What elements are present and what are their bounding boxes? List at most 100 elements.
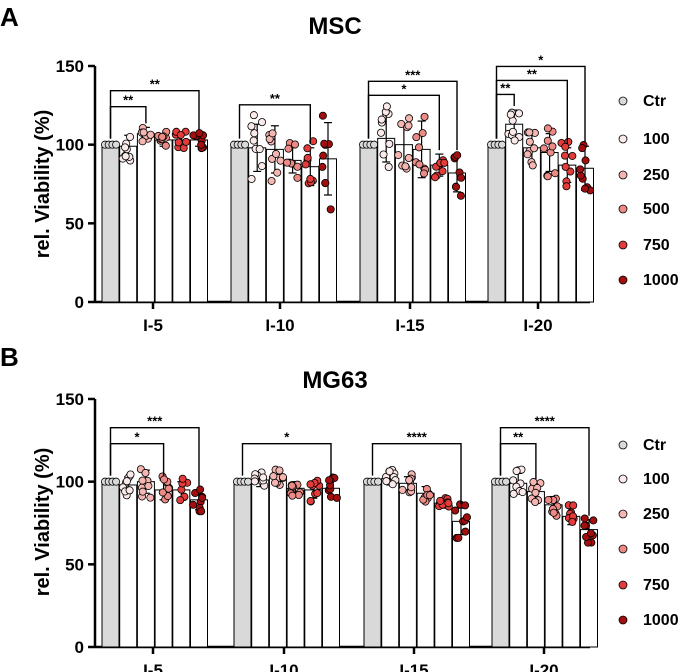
data-point: [275, 466, 284, 475]
bar: [101, 144, 120, 303]
data-point: [321, 178, 330, 187]
data-point: [313, 489, 322, 498]
data-point: [394, 151, 403, 160]
bar: [416, 492, 435, 648]
data-point: [250, 477, 259, 486]
data-point: [384, 162, 393, 171]
legend-marker: [618, 96, 628, 106]
data-point: [303, 153, 312, 162]
data-point: [523, 150, 532, 159]
y-tick-label: 50: [65, 214, 84, 233]
data-point: [462, 513, 471, 522]
legend-marker: [618, 170, 628, 180]
data-point: [509, 489, 518, 498]
legend-label: Ctr: [643, 437, 666, 454]
data-point: [112, 140, 121, 149]
data-point: [121, 143, 130, 152]
data-point: [580, 521, 589, 530]
data-point: [457, 173, 466, 182]
data-point: [425, 491, 434, 500]
data-point: [551, 169, 560, 178]
data-point: [581, 184, 590, 193]
significance-label: *: [135, 430, 141, 445]
data-point: [454, 533, 463, 542]
data-point: [284, 144, 293, 153]
data-point: [272, 149, 281, 158]
data-point: [244, 477, 253, 486]
bar: [233, 481, 252, 648]
x-tick-label: I-20: [529, 661, 558, 672]
legend-marker: [618, 275, 628, 285]
data-point: [415, 160, 424, 169]
legend-marker: [618, 544, 628, 554]
data-point: [440, 158, 449, 167]
data-point: [562, 182, 571, 191]
chart-title: MSC: [308, 13, 361, 40]
data-point: [283, 158, 292, 167]
data-point: [401, 162, 410, 171]
data-point: [278, 473, 287, 482]
data-point: [255, 145, 264, 154]
significance-bracket: [109, 89, 200, 139]
data-point: [288, 491, 297, 500]
data-point: [548, 142, 557, 151]
data-point: [138, 137, 147, 146]
y-tick-label: 150: [56, 390, 84, 409]
bar: [172, 489, 191, 648]
data-point: [452, 182, 461, 191]
data-point: [498, 140, 507, 149]
data-point: [161, 141, 170, 150]
data-point: [197, 507, 206, 516]
data-point: [404, 154, 413, 163]
data-point: [259, 473, 268, 482]
legend-marker: [618, 474, 628, 484]
legend-label: 250: [643, 506, 670, 523]
data-point: [576, 165, 585, 174]
significance-label: **: [500, 80, 511, 95]
data-point: [318, 111, 327, 120]
data-point: [269, 472, 278, 481]
data-point: [543, 124, 552, 133]
y-tick-label: 100: [56, 473, 84, 492]
legend-label: 1000: [643, 272, 679, 289]
data-point: [197, 140, 206, 149]
data-point: [139, 128, 148, 137]
data-point: [303, 144, 312, 153]
data-point: [438, 167, 447, 176]
data-point: [141, 468, 150, 477]
data-point: [528, 161, 537, 170]
y-tick-label: 100: [56, 136, 84, 155]
data-point: [382, 102, 391, 111]
data-point: [182, 137, 191, 146]
significance-label: ****: [407, 430, 428, 445]
bar: [304, 489, 323, 648]
bar: [172, 139, 191, 303]
data-point: [158, 132, 167, 141]
data-point: [525, 128, 534, 137]
legend-label: 750: [643, 237, 670, 254]
data-point: [249, 136, 258, 145]
panel-letter: B: [0, 342, 19, 372]
data-point: [561, 162, 570, 171]
data-point: [510, 136, 519, 145]
bar: [434, 502, 453, 648]
legend-marker: [618, 615, 628, 625]
significance-bracket: [109, 426, 200, 486]
data-point: [385, 467, 394, 476]
bar: [562, 515, 581, 648]
data-point: [268, 129, 277, 138]
data-point: [374, 477, 383, 486]
significance-bracket: [495, 65, 586, 143]
data-point: [531, 488, 540, 497]
data-point: [569, 501, 578, 510]
data-point: [126, 132, 135, 141]
significance-bracket: [238, 104, 311, 144]
data-point: [176, 496, 185, 505]
bar: [363, 481, 382, 648]
data-point: [293, 162, 302, 171]
panel-b: B MG63 rel. Viability (%) 0 50 100 150 I-5 I-…: [0, 342, 679, 672]
data-point: [461, 501, 470, 510]
data-point: [195, 129, 204, 138]
